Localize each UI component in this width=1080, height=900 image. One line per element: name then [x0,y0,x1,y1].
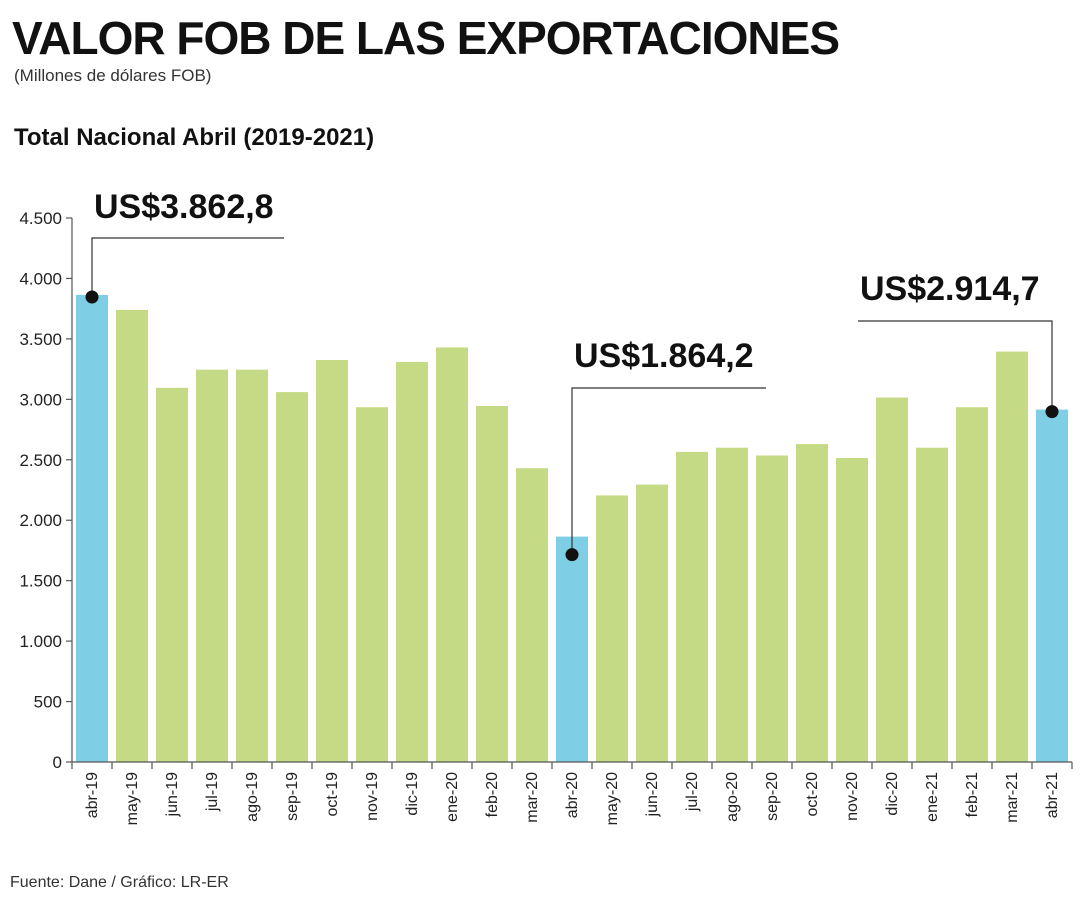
x-tick-label: ene-21 [924,772,941,822]
x-tick-label: sep-20 [764,772,781,821]
bar-nov-19 [356,407,388,762]
x-tick-label: abr-19 [84,772,101,818]
bar-jun-19 [156,387,188,762]
x-tick-label: mar-20 [524,772,541,823]
x-tick-label: nov-20 [844,772,861,821]
x-tick-label: jun-19 [164,772,181,818]
bar-jul-20 [676,451,708,762]
callout-leader-abr-20 [571,387,766,555]
callout-leader-abr-19 [91,237,284,298]
callout-leader-abr-21 [858,320,1053,412]
bar-abr-20 [556,536,588,762]
section-title: Total Nacional Abril (2019-2021) [14,124,375,151]
x-tick-label: may-20 [604,772,621,825]
bar-ene-20 [436,347,468,762]
y-tick-label: 0 [53,753,62,772]
bar-feb-21 [956,407,988,762]
x-tick-label: dic-19 [404,772,421,816]
bar-jun-20 [636,484,668,762]
bar-oct-20 [796,444,828,762]
bar-feb-20 [476,406,508,762]
bar-abr-21 [1036,409,1068,762]
callout-label-abr-19: US$3.862,8 [94,188,274,226]
callouts-group: US$3.862,8 US$1.864,2 US$2.914,7 [85,188,1059,562]
bar-mar-21 [996,351,1028,762]
bar-abr-19 [76,295,108,762]
bar-sep-19 [276,392,308,762]
bar-may-20 [596,495,628,762]
bar-may-19 [116,309,148,762]
x-tick-label: mar-21 [1004,772,1021,823]
x-tick-label: jul-19 [204,772,221,812]
y-tick-label: 3.500 [19,330,62,349]
bar-ago-19 [236,369,268,762]
callout-dot-abr-19 [85,290,99,304]
chart-subtitle: (Millones de dólares FOB) [14,66,212,85]
y-tick-label: 1.500 [19,572,62,591]
x-tick-label: may-19 [124,772,141,825]
bars-group [76,295,1068,762]
bar-ago-20 [716,447,748,762]
x-tick-label: dic-20 [884,772,901,816]
bar-dic-19 [396,361,428,762]
bar-jul-19 [196,369,228,762]
x-tick-label: oct-20 [804,772,821,817]
x-tick-label: ene-20 [444,772,461,822]
x-tick-label: sep-19 [284,772,301,821]
x-tick-label: ago-19 [244,772,261,822]
y-tick-label: 3.000 [19,390,62,409]
x-tick-label: abr-20 [564,772,581,818]
x-tick-label: jun-20 [644,772,661,818]
callout-dot-abr-20 [565,548,579,562]
chart-title: VALOR FOB DE LAS EXPORTACIONES [12,12,840,64]
axes-group: 0 500 1.000 1.500 2.000 2.500 3.000 3.500 4.000 4… [19,209,1073,825]
x-tick-label: oct-19 [324,772,341,817]
source-note: Fuente: Dane / Gráfico: LR-ER [10,874,229,891]
bar-mar-20 [516,468,548,762]
x-tick-label: abr-21 [1044,772,1061,818]
y-tick-label: 1.000 [19,632,62,651]
callout-label-abr-20: US$1.864,2 [574,337,754,375]
x-tick-label: feb-20 [484,772,501,817]
callout-label-abr-21: US$2.914,7 [860,270,1040,308]
x-tick-label: jul-20 [684,772,701,812]
callout-dot-abr-21 [1045,405,1059,419]
bar-ene-21 [916,447,948,762]
y-tick-label: 4.000 [19,269,62,288]
bar-sep-20 [756,455,788,762]
y-tick-label: 500 [34,693,62,712]
y-tick-label: 2.000 [19,511,62,530]
bar-oct-19 [316,360,348,762]
bar-nov-20 [836,458,868,762]
bar-dic-20 [876,397,908,762]
y-tick-label: 2.500 [19,451,62,470]
x-tick-label: ago-20 [724,772,741,822]
x-tick-label: nov-19 [364,772,381,821]
x-tick-label: feb-21 [964,772,981,817]
y-tick-label: 4.500 [19,209,62,228]
